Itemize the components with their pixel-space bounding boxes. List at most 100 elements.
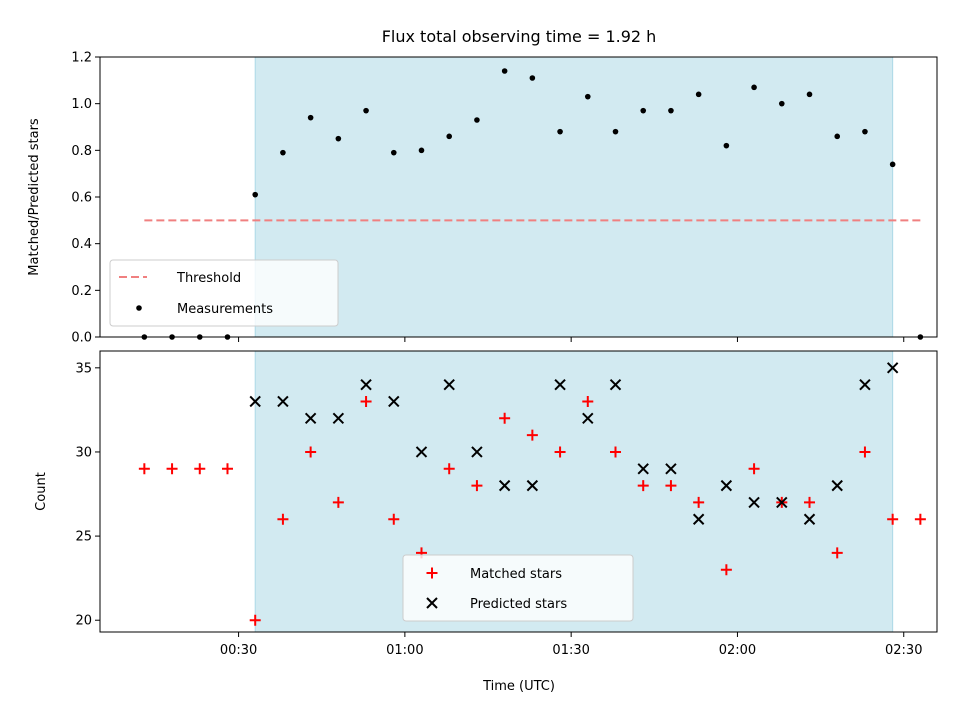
matched-stars-point <box>305 446 317 458</box>
ratio-panel: 0.0 0.2 0.4 0.6 0.8 1.0 1.2 Matched/Predicted s… <box>27 51 938 346</box>
measurement-point <box>695 91 702 98</box>
matched-stars-point <box>332 496 344 508</box>
axes-frame <box>99 350 938 633</box>
legend-measurements-swatch <box>136 305 142 311</box>
predicted-stars-point <box>609 378 622 391</box>
legend-predicted-swatch <box>426 597 438 609</box>
y-tick-label: 0.8 <box>71 144 92 159</box>
matched-stars-point <box>194 463 206 475</box>
y-axis-label: Matched/Predicted stars <box>27 118 42 276</box>
legend-threshold-label: Threshold <box>176 271 241 286</box>
predicted-stars-point <box>277 395 289 408</box>
series-predicted-stars <box>249 362 899 525</box>
predicted-stars-point <box>748 496 760 509</box>
observing-window-band <box>254 56 894 338</box>
legend-box <box>109 259 339 327</box>
matched-stars-point <box>887 513 899 525</box>
measurement-point <box>335 135 342 142</box>
matched-stars-point <box>388 513 400 525</box>
measurement-point <box>751 84 757 91</box>
matched-stars-point <box>720 564 732 576</box>
matched-stars-point <box>526 429 538 441</box>
x-tick-label: 01:00 <box>386 643 423 658</box>
measurement-point <box>889 161 896 168</box>
predicted-stars-point <box>692 513 705 525</box>
y-tick-label: 35 <box>75 361 92 376</box>
y-tick-label: 1.0 <box>71 97 92 112</box>
x-axis-label: Time (UTC) <box>482 679 555 694</box>
y-tick-label: 25 <box>75 530 92 545</box>
measurement-point <box>612 128 619 135</box>
y-axis-label: Count <box>34 472 49 511</box>
y-tick-label: 0.0 <box>71 331 92 346</box>
y-tick-label: 0.2 <box>71 284 92 299</box>
x-tick-label: 02:30 <box>885 643 922 658</box>
count-panel: 20 25 30 35 00:30 01:00 01:30 02:00 02:30 Count Ma… <box>34 350 938 658</box>
predicted-stars-point <box>859 378 871 391</box>
predicted-stars-point <box>249 395 261 408</box>
predicted-stars-point <box>526 479 539 492</box>
predicted-stars-point <box>582 412 594 425</box>
matched-stars-point <box>166 463 178 475</box>
predicted-stars-point <box>332 412 345 425</box>
legend: Threshold Measurements <box>109 259 339 327</box>
predicted-stars-point <box>554 378 566 391</box>
measurement-point <box>252 191 259 198</box>
legend-box <box>402 554 634 622</box>
matched-stars-point <box>443 463 455 475</box>
predicted-stars-point <box>776 496 788 509</box>
measurement-point <box>806 91 813 98</box>
predicted-stars-point <box>831 479 843 492</box>
measurement-point <box>363 107 369 114</box>
matched-stars-point <box>914 513 926 525</box>
measurement-point <box>280 149 286 156</box>
matched-stars-point <box>859 446 871 458</box>
x-tick-label: 02:00 <box>719 643 756 658</box>
matched-stars-point <box>221 463 233 475</box>
measurement-point <box>418 147 425 154</box>
series-matched-stars <box>138 395 926 626</box>
legend-matched-swatch <box>426 567 438 579</box>
measurement-point <box>529 75 536 81</box>
x-tick-label: 00:30 <box>220 643 257 658</box>
matched-stars-point <box>554 446 566 458</box>
predicted-stars-point <box>637 463 649 475</box>
matched-stars-point <box>499 412 511 424</box>
y-tick-label: 30 <box>75 445 92 460</box>
y-tick-label: 0.6 <box>71 191 92 206</box>
matched-stars-point <box>360 395 372 407</box>
measurement-point <box>723 142 730 149</box>
measurement-point <box>390 149 397 156</box>
measurement-point <box>446 133 453 140</box>
predicted-stars-point <box>415 446 428 458</box>
matched-stars-point <box>748 463 760 475</box>
matched-stars-point <box>831 547 843 559</box>
predicted-stars-point <box>665 463 677 475</box>
predicted-stars-point <box>360 378 372 391</box>
x-tick-label: 01:30 <box>552 643 589 658</box>
predicted-stars-point <box>471 446 483 458</box>
legend-predicted-label: Predicted stars <box>470 597 567 612</box>
measurement-point <box>307 114 314 121</box>
legend: Matched stars Predicted stars <box>402 554 634 622</box>
y-tick-label: 1.2 <box>71 51 92 66</box>
matched-stars-point <box>249 614 261 626</box>
matched-stars-point <box>637 480 649 492</box>
matched-stars-point <box>665 480 677 492</box>
matched-stars-point <box>804 496 816 508</box>
predicted-stars-point <box>498 479 511 492</box>
matched-stars-point <box>693 496 705 508</box>
measurement-point <box>501 68 508 74</box>
measurement-point <box>474 117 480 123</box>
measurement-point <box>862 128 868 135</box>
matched-stars-point <box>138 463 150 475</box>
y-tick-label: 20 <box>75 614 92 629</box>
predicted-stars-point <box>803 513 816 525</box>
measurement-point <box>778 100 785 107</box>
predicted-stars-point <box>720 479 733 492</box>
matched-stars-point <box>277 513 289 525</box>
measurement-point <box>557 128 563 135</box>
y-tick-label: 0.4 <box>71 237 92 252</box>
series-measurements <box>141 68 924 340</box>
